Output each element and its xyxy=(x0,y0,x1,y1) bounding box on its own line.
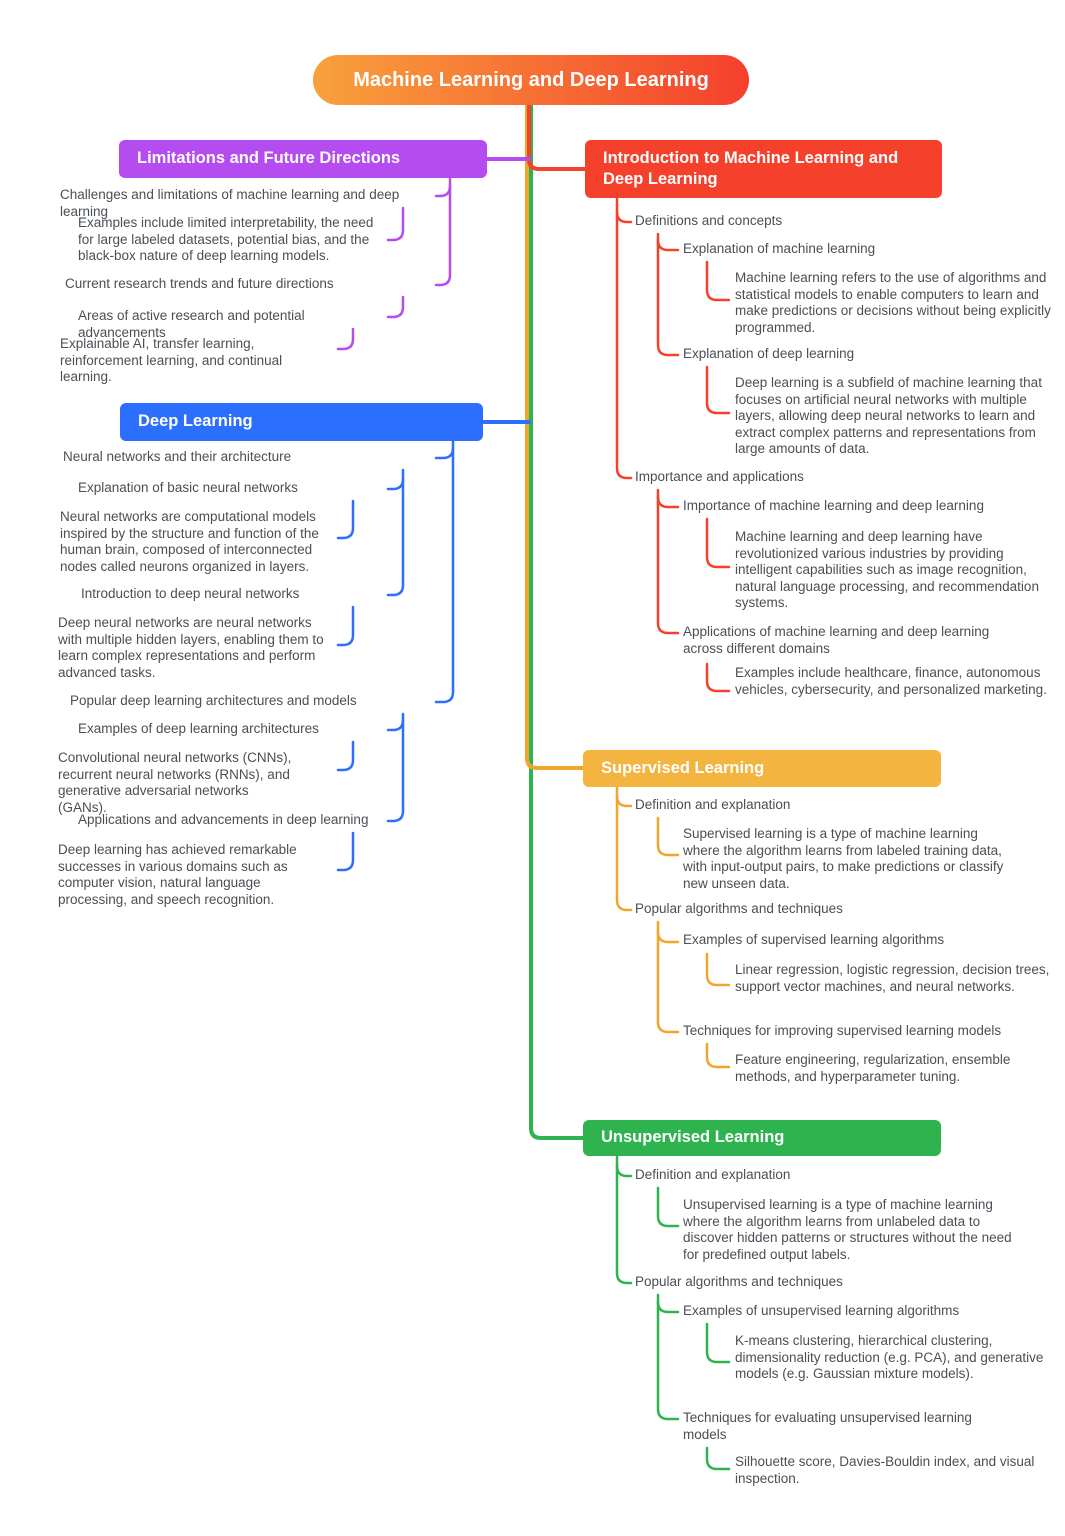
deep-connectors xyxy=(336,439,455,872)
note-improving-techniques[interactable]: Feature engineering, regularization, ens… xyxy=(735,1052,1011,1084)
topic-architecture-examples[interactable]: Examples of deep learning architectures xyxy=(78,721,319,736)
topic-dl-applications[interactable]: Applications and advancements in deep le… xyxy=(78,812,369,827)
topic-evaluating-models[interactable]: Techniques for evaluating unsupervised l… xyxy=(683,1410,972,1442)
unsupervised-connectors xyxy=(615,1154,731,1471)
topic-applications-domains[interactable]: Applications of machine learning and dee… xyxy=(683,624,990,656)
spine-intro xyxy=(527,103,587,171)
topic-explanation-ml[interactable]: Explanation of machine learning xyxy=(683,241,876,256)
topic-importance-ml-dl[interactable]: Importance of machine learning and deep … xyxy=(683,498,984,513)
note-ml-definition[interactable]: Machine learning refers to the use of al… xyxy=(735,270,1051,335)
note-supervised-algo-list[interactable]: Linear regression, logistic regression, … xyxy=(735,962,1050,994)
topic-popular-architectures[interactable]: Popular deep learning architectures and … xyxy=(70,693,357,708)
note-dl-definition[interactable]: Deep learning is a subfield of machine l… xyxy=(735,375,1042,456)
topic-basic-neural-networks[interactable]: Explanation of basic neural networks xyxy=(78,480,298,495)
note-limitations-examples[interactable]: Examples include limited interpretabilit… xyxy=(78,215,374,263)
topic-unsupervised-algo-examples[interactable]: Examples of unsupervised learning algori… xyxy=(683,1303,960,1318)
branch-node-intro[interactable]: Introduction to Machine Learning and Dee… xyxy=(585,140,942,198)
topic-areas-active-research[interactable]: Areas of active research and potential a… xyxy=(78,308,305,340)
spine-unsupervised xyxy=(529,103,585,1140)
note-unsupervised-algo-list[interactable]: K-means clustering, hierarchical cluster… xyxy=(735,1333,1044,1381)
note-supervised-definition[interactable]: Supervised learning is a type of machine… xyxy=(683,826,1004,891)
branch-node-unsupervised[interactable]: Unsupervised Learning xyxy=(583,1120,941,1156)
topic-unsupervised-definition[interactable]: Definition and explanation xyxy=(635,1167,791,1182)
branch-node-deep-learning[interactable]: Deep Learning xyxy=(120,403,483,441)
note-dl-successes[interactable]: Deep learning has achieved remarkable su… xyxy=(58,842,297,907)
note-unsupervised-definition[interactable]: Unsupervised learning is a type of machi… xyxy=(683,1197,1012,1262)
root-node[interactable]: Machine Learning and Deep Learning xyxy=(313,55,749,105)
intro-connectors xyxy=(615,196,731,693)
topic-unsupervised-algorithms[interactable]: Popular algorithms and techniques xyxy=(635,1274,843,1289)
note-deep-neural-networks[interactable]: Deep neural networks are neural networks… xyxy=(58,615,324,680)
topic-definitions-concepts[interactable]: Definitions and concepts xyxy=(635,213,783,228)
note-neural-networks-definition[interactable]: Neural networks are computational models… xyxy=(60,509,319,574)
branch-node-limitations[interactable]: Limitations and Future Directions xyxy=(119,140,487,178)
supervised-connectors xyxy=(615,785,731,1069)
spine-supervised xyxy=(525,103,585,770)
topic-current-research[interactable]: Current research trends and future direc… xyxy=(65,276,334,291)
note-domain-examples[interactable]: Examples include healthcare, finance, au… xyxy=(735,665,1047,697)
topic-challenges-limitations[interactable]: Challenges and limitations of machine le… xyxy=(60,187,400,219)
topic-neural-networks-architecture[interactable]: Neural networks and their architecture xyxy=(63,449,292,464)
topic-deep-neural-networks[interactable]: Introduction to deep neural networks xyxy=(81,586,300,601)
topic-explanation-dl[interactable]: Explanation of deep learning xyxy=(683,346,855,361)
topic-supervised-algorithms[interactable]: Popular algorithms and techniques xyxy=(635,901,843,916)
note-evaluation-metrics[interactable]: Silhouette score, Davies-Bouldin index, … xyxy=(735,1454,1035,1486)
note-industries-revolutionized[interactable]: Machine learning and deep learning have … xyxy=(735,529,1039,610)
topic-importance-applications[interactable]: Importance and applications xyxy=(635,469,804,484)
note-cnn-rnn-gan[interactable]: Convolutional neural networks (CNNs), re… xyxy=(58,750,292,815)
topic-improving-models[interactable]: Techniques for improving supervised lear… xyxy=(683,1023,1002,1038)
topic-supervised-algo-examples[interactable]: Examples of supervised learning algorith… xyxy=(683,932,945,947)
branch-node-supervised[interactable]: Supervised Learning xyxy=(583,750,941,787)
note-explainable-ai[interactable]: Explainable AI, transfer learning, reinf… xyxy=(60,336,283,384)
limitations-connectors xyxy=(336,176,452,351)
topic-supervised-definition[interactable]: Definition and explanation xyxy=(635,797,791,812)
